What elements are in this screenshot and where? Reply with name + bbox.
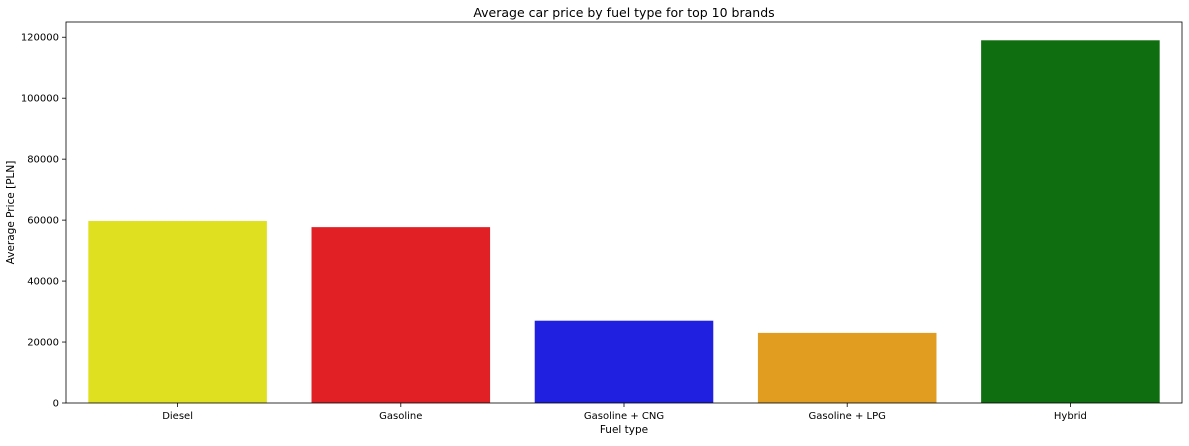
bar-hybrid (981, 40, 1160, 404)
y-tick-label: 20000 (27, 338, 59, 349)
x-axis-label: Fuel type (600, 424, 648, 436)
x-tick-label: Gasoline (379, 411, 422, 422)
chart-title: Average car price by fuel type for top 1… (473, 5, 774, 20)
x-tick-label: Gasoline + LPG (809, 411, 886, 422)
y-tick-label: 60000 (27, 216, 59, 227)
bar-gasoline-lpg (757, 332, 937, 403)
y-tick-label: 40000 (27, 277, 59, 288)
bars-group (88, 40, 1160, 404)
x-tick-label: Hybrid (1054, 411, 1087, 422)
y-tick-label: 80000 (27, 155, 59, 166)
y-tick-label: 120000 (21, 33, 59, 44)
y-tick-label: 100000 (21, 94, 59, 105)
x-axis-ticks: Diesel Gasoline Gasoline + CNG Gasoline + L… (162, 403, 1087, 422)
y-tick-label: 0 (53, 399, 59, 410)
bar-diesel (88, 221, 267, 403)
bar-gasoline-cng (534, 320, 714, 403)
x-tick-label: Diesel (162, 411, 193, 422)
x-tick-label: Gasoline + CNG (584, 411, 664, 422)
bar-gasoline (311, 227, 491, 403)
y-axis-ticks: 0 20000 40000 60000 80000 100000 120000 (21, 33, 66, 410)
y-axis-label: Average Price [PLN] (5, 161, 17, 265)
plot-frame (65, 21, 1183, 404)
